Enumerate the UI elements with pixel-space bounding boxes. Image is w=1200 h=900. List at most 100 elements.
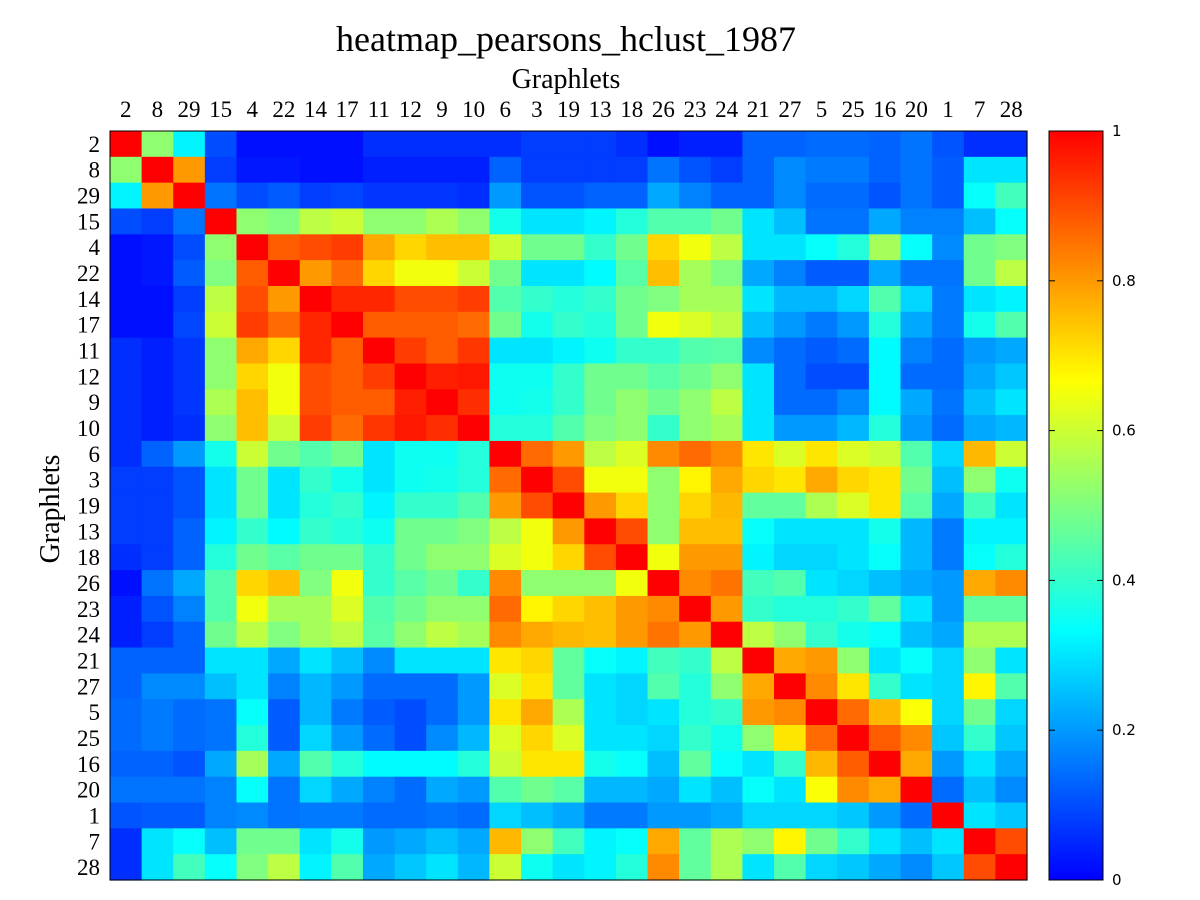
heatmap-cell (584, 699, 617, 726)
heatmap-cell (331, 725, 364, 752)
heatmap-cell (995, 337, 1028, 365)
heatmap-cell (742, 518, 775, 545)
heatmap-cell (173, 389, 206, 416)
heatmap-cell (615, 854, 649, 881)
heatmap-cell (584, 570, 617, 597)
heatmap-cell (584, 311, 617, 339)
heatmap-cell (647, 466, 680, 494)
heatmap-cell (868, 337, 902, 365)
heatmap-cell (679, 131, 712, 158)
heatmap-cell (647, 570, 680, 597)
heatmap-cell (141, 337, 174, 365)
heatmap-cell (963, 131, 996, 158)
heatmap-cell (932, 337, 965, 365)
heatmap-cell (457, 802, 491, 829)
y-tick-label: 19 (77, 494, 100, 519)
heatmap-cell (647, 673, 680, 700)
heatmap-cell (204, 389, 238, 416)
heatmap-cell (900, 337, 933, 365)
heatmap-cell (615, 828, 649, 855)
heatmap-cell (362, 854, 396, 881)
heatmap-cell (268, 234, 301, 261)
heatmap-cell (141, 234, 174, 261)
heatmap-cell (647, 492, 680, 520)
colorbar-tick-label: 0.2 (1112, 721, 1136, 739)
heatmap-cell (268, 776, 301, 804)
heatmap-cell (331, 131, 364, 158)
heatmap-cell (837, 673, 870, 700)
heatmap-cell (457, 440, 491, 468)
heatmap-cell (679, 363, 712, 390)
heatmap-cell (521, 182, 554, 210)
heatmap-cell (268, 544, 301, 571)
heatmap-cell (552, 647, 585, 674)
heatmap-cell (141, 544, 174, 571)
heatmap-cell (584, 595, 617, 623)
y-axis-label: Graphlets (35, 455, 66, 564)
heatmap-cell (110, 699, 143, 726)
heatmap-cell (900, 828, 933, 855)
heatmap-cell (457, 828, 491, 855)
heatmap-cell (331, 415, 364, 442)
heatmap-cell (995, 776, 1028, 804)
heatmap-cell (679, 725, 712, 752)
heatmap-cell (932, 363, 965, 390)
heatmap-cell (615, 544, 649, 571)
heatmap-cell (932, 440, 965, 468)
heatmap-cell (742, 621, 775, 649)
heatmap-cell (110, 389, 143, 416)
heatmap-cell (584, 234, 617, 261)
heatmap-cell (584, 750, 617, 778)
x-tick-label: 27 (778, 97, 801, 122)
heatmap-cell (963, 854, 996, 881)
heatmap-cell (173, 595, 206, 623)
heatmap-cell (426, 440, 459, 468)
heatmap-cell (774, 854, 807, 881)
heatmap-cell (521, 854, 554, 881)
heatmap-cell (584, 725, 617, 752)
heatmap-cell (963, 776, 996, 804)
heatmap-cell (236, 156, 269, 184)
heatmap-cell (331, 570, 364, 597)
heatmap-cell (963, 544, 996, 571)
heatmap-cell (932, 750, 965, 778)
heatmap-cell (521, 363, 554, 390)
heatmap-cell (963, 182, 996, 210)
heatmap-cell (552, 544, 585, 571)
x-tick-label: 7 (974, 97, 986, 122)
heatmap-cell (837, 492, 870, 520)
heatmap-cell (331, 311, 364, 339)
heatmap-cell (995, 595, 1028, 623)
heatmap-cell (742, 311, 775, 339)
heatmap-cell (394, 234, 427, 261)
heatmap-cell (995, 466, 1028, 494)
heatmap-cell (995, 311, 1028, 339)
heatmap-cell (141, 131, 174, 158)
heatmap-cell (932, 802, 965, 829)
heatmap-cell (457, 260, 491, 287)
heatmap-cell (963, 621, 996, 649)
heatmap-cell (110, 234, 143, 261)
y-tick-label: 6 (89, 442, 101, 467)
heatmap-cell (552, 776, 585, 804)
heatmap-cell (426, 518, 459, 545)
heatmap-cell (710, 389, 744, 416)
heatmap-cell (110, 311, 143, 339)
heatmap-cell (647, 260, 680, 287)
heatmap-cell (236, 518, 269, 545)
heatmap-cell (742, 854, 775, 881)
heatmap-cell (299, 285, 332, 313)
heatmap-cell (457, 131, 491, 158)
heatmap-cell (236, 570, 269, 597)
heatmap-cell (362, 621, 396, 649)
heatmap-cell (489, 828, 522, 855)
x-tick-label: 8 (152, 97, 164, 122)
heatmap-cell (141, 699, 174, 726)
heatmap-cell (963, 725, 996, 752)
heatmap-cell (362, 389, 396, 416)
heatmap-cell (173, 337, 206, 365)
heatmap-cell (521, 802, 554, 829)
heatmap-cell (394, 337, 427, 365)
heatmap-cell (299, 621, 332, 649)
x-tick-label: 3 (531, 97, 543, 122)
